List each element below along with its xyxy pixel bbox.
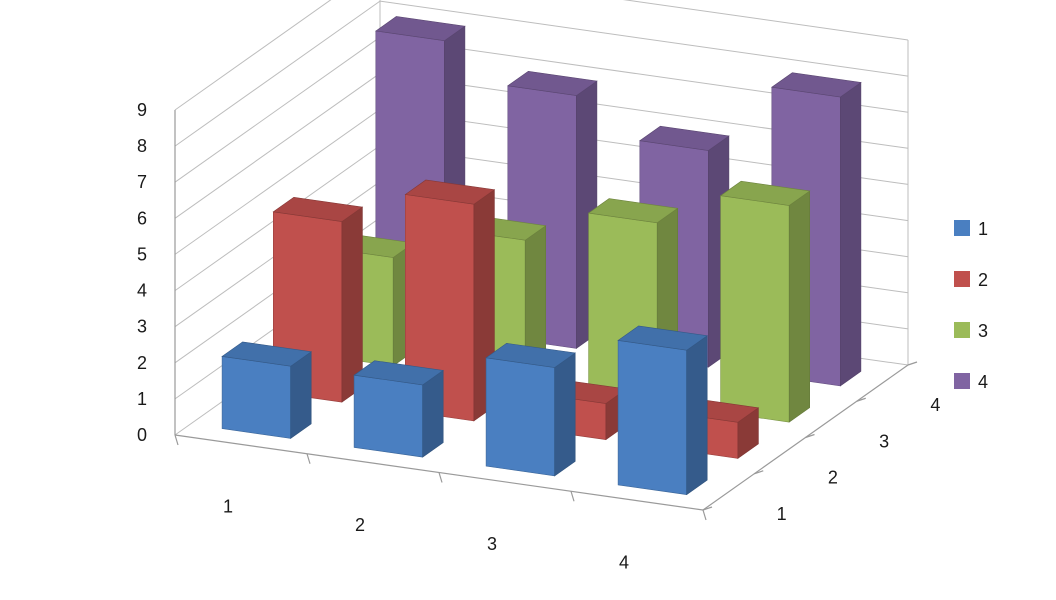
x-tick-mark bbox=[306, 453, 311, 464]
bar-front-face bbox=[485, 357, 556, 477]
x-tick-label: 4 bbox=[619, 553, 629, 573]
bar-side-face bbox=[554, 352, 576, 477]
bar-series-3-category-4 bbox=[719, 180, 811, 423]
x-tick-mark bbox=[702, 509, 707, 521]
legend-label: 1 bbox=[978, 219, 988, 239]
bar-top-face bbox=[587, 198, 679, 224]
bar-series-2-category-2 bbox=[404, 179, 496, 422]
depth-tick-label: 2 bbox=[828, 468, 838, 488]
x-tick-mark bbox=[438, 472, 443, 483]
x-tick-label: 1 bbox=[223, 496, 233, 516]
bar-top-face bbox=[771, 72, 862, 98]
y-tick-label: 0 bbox=[137, 425, 147, 445]
bar-top-face bbox=[221, 341, 312, 367]
y-tick-label: 6 bbox=[137, 208, 147, 228]
y-tick-label: 3 bbox=[137, 317, 147, 337]
bar-side-face bbox=[422, 369, 444, 458]
bar-side-face bbox=[290, 351, 312, 439]
bar-side-face bbox=[686, 335, 708, 496]
bar-top-face bbox=[375, 16, 466, 42]
depth-tick-mark bbox=[754, 470, 764, 475]
bar-top-face bbox=[272, 196, 364, 222]
y-tick-label: 5 bbox=[137, 244, 147, 264]
bar-series-1-category-3 bbox=[485, 342, 576, 477]
bar-series-1-category-4 bbox=[617, 325, 708, 496]
x-tick-label: 2 bbox=[355, 515, 365, 535]
legend-item: 4 bbox=[954, 372, 988, 392]
bar-side-face bbox=[840, 81, 862, 387]
bar-front-face bbox=[353, 374, 424, 458]
legend-swatch bbox=[954, 373, 970, 389]
legend-label: 3 bbox=[978, 321, 988, 341]
y-tick-label: 8 bbox=[137, 136, 147, 156]
legend-label: 2 bbox=[978, 270, 988, 290]
bar-top-face bbox=[404, 179, 496, 205]
y-tick-label: 2 bbox=[137, 353, 147, 373]
bar-top-face bbox=[485, 342, 576, 368]
depth-tick-mark bbox=[702, 506, 713, 511]
bar-top-face bbox=[353, 360, 444, 386]
legend-swatch bbox=[954, 220, 970, 236]
tick-labels: 0 1 2 3 4 5 6 7 8 9 1 2 3 4 1 2 3 4 bbox=[137, 100, 940, 573]
y-tick-label: 1 bbox=[137, 389, 147, 409]
depth-tick-label: 4 bbox=[930, 395, 940, 415]
legend-item: 3 bbox=[954, 321, 988, 341]
x-tick-label: 3 bbox=[487, 534, 497, 554]
x-tick-mark bbox=[570, 491, 575, 502]
bar-series-1-category-1 bbox=[221, 341, 312, 439]
depth-tick-mark bbox=[805, 433, 815, 439]
bar-top-face bbox=[507, 70, 598, 96]
bar-series-1-category-2 bbox=[353, 360, 444, 458]
bar-front-face bbox=[617, 340, 688, 495]
depth-tick-label: 1 bbox=[777, 504, 787, 524]
depth-tick-label: 3 bbox=[879, 431, 889, 451]
y-tick-label: 9 bbox=[137, 100, 147, 120]
bar-top-face bbox=[719, 180, 811, 206]
bar-top-face bbox=[639, 125, 730, 151]
bar-front-face bbox=[221, 356, 292, 439]
bar-top-face bbox=[617, 325, 708, 351]
depth-tick-mark bbox=[856, 397, 866, 402]
legend-label: 4 bbox=[978, 372, 988, 392]
axes bbox=[174, 110, 918, 521]
legend: 1 2 3 4 bbox=[954, 219, 988, 392]
legend-swatch bbox=[954, 271, 970, 287]
x-tick-mark bbox=[174, 434, 179, 446]
bar-side-face bbox=[788, 190, 811, 423]
bar-front-face bbox=[720, 195, 790, 423]
legend-item: 2 bbox=[954, 270, 988, 290]
bars bbox=[221, 16, 862, 496]
y-tick-label: 7 bbox=[137, 172, 147, 192]
y-tick-label: 4 bbox=[137, 281, 147, 301]
gridline bbox=[174, 0, 909, 111]
depth-tick-mark bbox=[907, 361, 918, 366]
legend-item: 1 bbox=[954, 219, 988, 239]
legend-swatch bbox=[954, 322, 970, 338]
